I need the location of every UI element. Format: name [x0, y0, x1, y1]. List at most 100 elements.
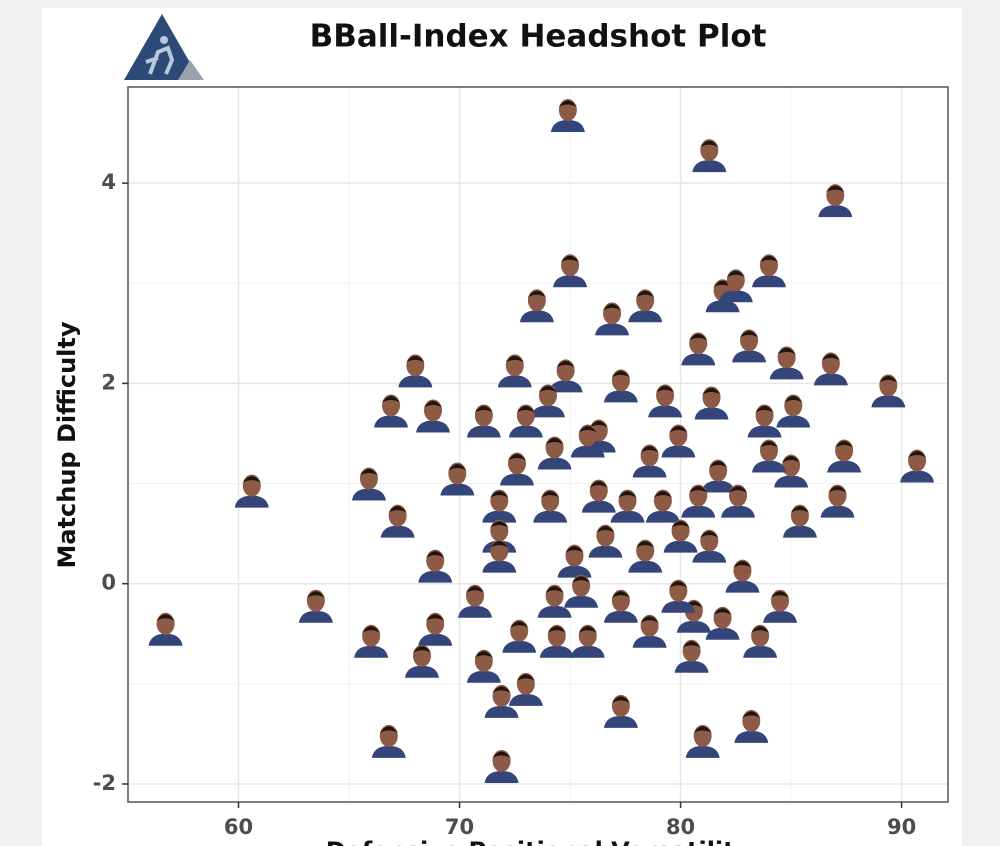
headshot-jersey — [734, 730, 769, 743]
headshot-hair — [640, 616, 659, 623]
headshot-hair — [669, 425, 688, 433]
headshot-jersey — [466, 670, 501, 683]
headshot-jersey — [418, 633, 453, 646]
headshot-jersey — [648, 405, 683, 418]
headshot-point — [537, 584, 572, 618]
headshot-hair — [656, 385, 675, 393]
headshot-hair — [589, 420, 608, 428]
headshot-point — [564, 574, 599, 608]
headshot-point — [502, 619, 537, 653]
headshot-jersey — [416, 420, 451, 433]
headshot-jersey — [692, 160, 727, 173]
y-tick-label: 4 — [101, 170, 116, 194]
headshot-jersey — [553, 275, 588, 288]
headshot-jersey — [533, 510, 568, 523]
headshot-hair — [702, 387, 721, 395]
headshot-point — [818, 184, 853, 218]
headshot-hair — [726, 270, 745, 278]
headshot-hair — [784, 395, 803, 403]
headshot-point — [721, 484, 756, 518]
headshot-hair — [611, 370, 630, 378]
headshot-point — [632, 614, 667, 648]
headshot-jersey — [681, 505, 716, 518]
headshot-point — [743, 624, 778, 658]
headshot-hair — [693, 726, 712, 733]
headshot-hair — [759, 255, 778, 263]
headshot-jersey — [632, 465, 667, 478]
headshot-jersey — [570, 445, 605, 458]
headshot-hair — [589, 481, 608, 488]
headshot-jersey — [502, 640, 537, 653]
canvas — [42, 8, 962, 846]
headshot-hair — [653, 491, 672, 498]
headshot-jersey — [681, 353, 716, 366]
headshot-point — [234, 474, 269, 508]
headshot-point — [718, 269, 753, 303]
headshot-hair — [527, 290, 546, 298]
headshot-point — [484, 749, 519, 783]
headshot-hair — [492, 686, 511, 693]
headshot-hair — [828, 486, 847, 493]
headshot-hair — [426, 551, 445, 558]
headshot-point — [537, 436, 572, 470]
headshot-point — [351, 467, 386, 501]
headshot-hair — [382, 395, 401, 403]
headshot-point — [782, 504, 817, 538]
headshot-jersey — [818, 205, 853, 218]
headshot-hair — [596, 526, 615, 533]
headshot-jersey — [774, 475, 809, 488]
headshot-hair — [474, 405, 493, 413]
headshot-hair — [689, 333, 708, 341]
headshot-jersey — [782, 525, 817, 538]
headshot-hair — [242, 476, 261, 483]
headshot-hair — [490, 491, 509, 498]
headshot-point — [550, 99, 585, 133]
headshot-point — [900, 449, 935, 483]
panel-border — [127, 86, 949, 803]
headshot-hair — [733, 561, 752, 568]
headshot-hair — [684, 601, 703, 608]
headshot-jersey — [484, 705, 519, 718]
headshot-hair — [771, 591, 790, 598]
headshot-point — [374, 394, 409, 428]
headshot-jersey — [747, 425, 782, 438]
headshot-jersey — [721, 505, 756, 518]
headshot-point — [508, 672, 543, 706]
headshot-point — [820, 484, 855, 518]
headshot-point — [458, 584, 493, 618]
x-tick-label: 60 — [224, 815, 253, 839]
headshot-point — [418, 549, 453, 583]
headshot-jersey — [628, 560, 663, 573]
headshot-hair — [821, 353, 840, 361]
headshot-jersey — [769, 367, 804, 380]
headshot-point — [553, 254, 588, 288]
y-tick-label: -2 — [93, 771, 116, 795]
headshot-hair — [671, 521, 690, 528]
headshot-hair — [538, 385, 557, 393]
headshot-point — [416, 399, 451, 433]
headshot-point — [466, 404, 501, 438]
headshot-hair — [611, 696, 630, 703]
headshot-jersey — [776, 415, 811, 428]
headshot-point — [519, 289, 554, 323]
headshot-point — [694, 386, 729, 420]
headshot-jersey — [676, 620, 711, 633]
headshot-point — [508, 404, 543, 438]
headshot-point — [632, 444, 667, 478]
headshot-hair — [565, 546, 584, 553]
headshot-hair — [709, 461, 728, 468]
headshot-jersey — [537, 605, 572, 618]
headshot-point — [685, 724, 720, 758]
headshot-hair — [611, 591, 630, 598]
headshot-point — [732, 329, 767, 363]
headshot-point — [871, 374, 906, 408]
headshot-hair — [362, 626, 381, 633]
y-tick-label: 0 — [101, 571, 116, 595]
headshot-jersey — [725, 580, 760, 593]
headshot-point — [500, 452, 535, 486]
headshot-point — [570, 624, 605, 658]
headshot-jersey — [705, 300, 740, 313]
headshot-jersey — [813, 373, 848, 386]
headshot-jersey — [674, 660, 709, 673]
headshot-point — [774, 454, 809, 488]
